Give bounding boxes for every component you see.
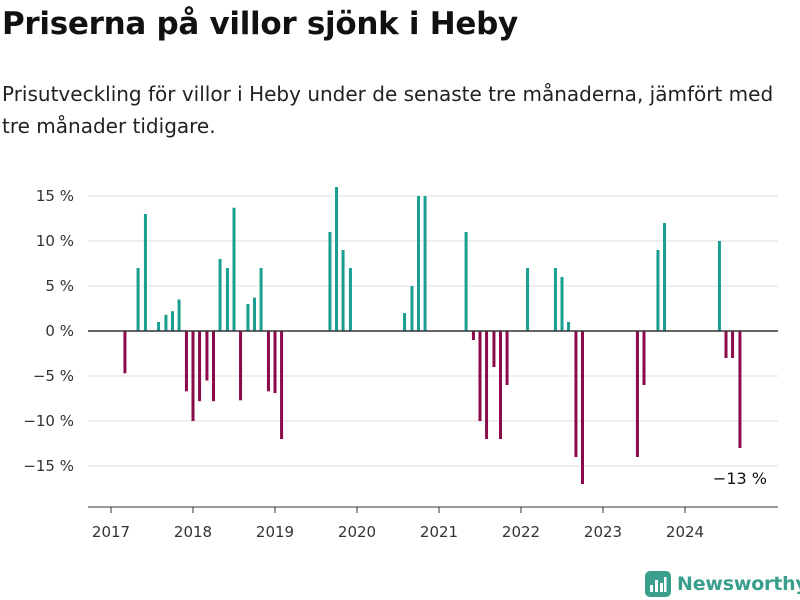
bar-positive (410, 286, 414, 331)
y-tick-label: −5 % (33, 367, 74, 385)
bar-positive (423, 196, 427, 331)
x-tick-label: 2020 (338, 523, 376, 541)
bar-negative (738, 331, 742, 448)
bar-negative (731, 331, 735, 358)
bar-positive (553, 268, 557, 331)
bar-negative (505, 331, 509, 385)
bar-negative (123, 331, 127, 374)
bar-negative (478, 331, 482, 421)
bar-negative (581, 331, 584, 484)
bar-positive (328, 232, 332, 331)
bar-chart: 15 %10 %5 %0 %−5 %−10 %−15 % 2017 2018 201… (23, 187, 778, 541)
bar-negative (642, 331, 646, 385)
bar-negative (499, 331, 502, 439)
bar-positive (403, 313, 407, 331)
bar-positive (717, 241, 721, 331)
bar-negative (635, 331, 639, 457)
bar-negative (280, 331, 284, 439)
bar-negative (492, 331, 496, 367)
bar-positive (143, 214, 147, 331)
bar-negative (471, 331, 475, 340)
bar-positive (526, 268, 530, 331)
y-tick-label: 5 % (45, 277, 74, 295)
x-tick-label: 2019 (256, 523, 294, 541)
y-axis-ticks: 15 % 10 % 5 % 0 % −5 % −10 % −15 % (23, 187, 74, 475)
bar-positive (464, 232, 468, 331)
bar-positive (218, 259, 222, 331)
bar-positive (560, 277, 564, 331)
bar-positive (253, 297, 256, 331)
bar-positive (341, 250, 345, 331)
x-axis-ticks: 2017 2018 2019 2020 2021 2022 2023 2024 (92, 507, 704, 541)
bar-negative (198, 331, 202, 402)
gridlines (88, 195, 778, 467)
x-tick-label: 2018 (174, 523, 212, 541)
bar-positive (171, 311, 174, 331)
bar-negative (191, 331, 195, 421)
bar-positive (225, 268, 229, 331)
bar-negative (266, 331, 270, 392)
axes (88, 330, 778, 508)
data-label: −13 % (713, 469, 767, 488)
bar-positive (663, 223, 666, 331)
bars (123, 187, 742, 484)
bar-negative (205, 331, 209, 381)
bar-negative (212, 331, 215, 402)
bar-negative (485, 331, 489, 439)
x-tick-label: 2021 (420, 523, 458, 541)
y-tick-label: 15 % (36, 187, 74, 205)
x-tick-label: 2017 (92, 523, 130, 541)
annotations: −13 % (713, 469, 767, 488)
bar-negative (239, 331, 243, 401)
y-tick-label: 10 % (36, 232, 74, 250)
bar-negative (724, 331, 728, 358)
bar-positive (232, 207, 236, 331)
bar-positive (136, 268, 140, 331)
bar-positive (157, 322, 161, 331)
x-tick-label: 2024 (666, 523, 704, 541)
y-tick-label: −15 % (23, 457, 74, 475)
bar-positive (177, 299, 181, 331)
y-tick-label: 0 % (45, 322, 74, 340)
chart-subtitle: Prisutveckling för villor i Heby under d… (2, 82, 774, 138)
bar-negative (574, 331, 578, 457)
bar-positive (246, 304, 250, 331)
bar-positive (417, 196, 420, 331)
bar-negative (273, 331, 277, 394)
y-tick-label: −10 % (23, 412, 74, 430)
chart-title: Priserna på villor sjönk i Heby (2, 6, 518, 42)
brand-name: Newsworthy (677, 573, 800, 595)
x-tick-label: 2023 (584, 523, 622, 541)
x-tick-label: 2022 (502, 523, 540, 541)
bar-negative (184, 331, 188, 392)
bar-positive (335, 187, 338, 331)
bar-positive (348, 268, 352, 331)
bar-positive (567, 322, 571, 331)
newsworthy-logo-icon (645, 571, 671, 597)
bar-positive (656, 250, 660, 331)
newsworthy-logo: Newsworthy (645, 569, 800, 599)
bar-positive (259, 268, 263, 331)
bar-positive (164, 314, 168, 331)
